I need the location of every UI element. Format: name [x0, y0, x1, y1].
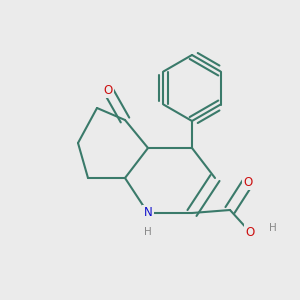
Text: H: H	[144, 227, 152, 237]
Text: O: O	[103, 83, 112, 97]
Text: H: H	[269, 223, 277, 233]
Text: O: O	[243, 176, 253, 188]
Text: N: N	[144, 206, 152, 220]
Text: O: O	[245, 226, 255, 238]
